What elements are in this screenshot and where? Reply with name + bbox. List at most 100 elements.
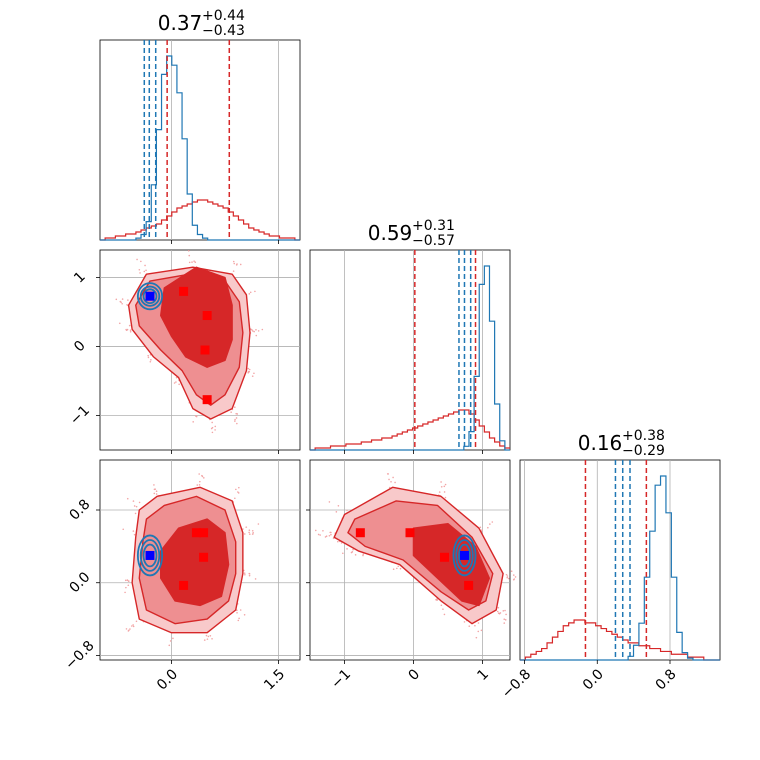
marker-2: [199, 528, 209, 538]
scatter-dot: [129, 628, 131, 630]
scatter-dot: [132, 625, 135, 628]
scatter-dot: [249, 291, 252, 294]
scatter-dot: [352, 548, 354, 551]
scatter-dot: [444, 483, 447, 486]
scatter-dot: [210, 427, 213, 430]
tick-label-x-2-1: 0.0: [580, 666, 607, 693]
scatter-dot: [502, 610, 505, 612]
tick-label-x-2-0: −0.8: [499, 666, 534, 701]
scatter-dot: [505, 573, 508, 576]
scatter-dot: [230, 411, 232, 413]
scatter-dot: [505, 613, 507, 616]
scatter-dot: [340, 542, 343, 544]
scatter-dot: [329, 531, 332, 534]
scatter-dot: [474, 624, 476, 627]
scatter-dot: [147, 356, 150, 359]
marker-2: [202, 311, 212, 321]
scatter-dot: [362, 554, 364, 557]
scatter-dot: [127, 580, 130, 583]
scatter-dot: [144, 264, 146, 267]
scatter-dot: [238, 486, 240, 489]
scatter-dot: [125, 328, 127, 331]
scatter-dot: [211, 421, 213, 424]
scatter-dot: [169, 640, 172, 642]
marker-1: [355, 528, 365, 538]
diagonal-panel-3-frame: [519, 459, 721, 661]
scatter-dot: [125, 586, 127, 589]
scatter-dot: [328, 534, 331, 537]
scatter-dot: [498, 612, 501, 615]
marker-3: [200, 345, 210, 355]
marker-1: [179, 286, 189, 296]
diagonal-panel-2: [309, 249, 511, 451]
scatter-dot: [115, 298, 118, 301]
scatter-dot: [248, 368, 251, 371]
scatter-dot: [255, 328, 257, 331]
scatter-dot: [443, 613, 446, 616]
scatter-dot: [257, 330, 260, 332]
scatter-dot: [205, 634, 208, 637]
tick-label-x-1-0: −1: [328, 666, 354, 692]
scatter-dot: [119, 300, 122, 303]
scatter-dot: [253, 330, 255, 333]
panel-title-plus-3: +0.38: [622, 428, 665, 444]
scatter-dot: [335, 511, 338, 513]
scatter-dot: [248, 531, 250, 534]
scatter-dot: [314, 529, 317, 532]
scatter-dot: [209, 634, 212, 637]
scatter-dot: [207, 635, 210, 638]
scatter-dot: [248, 293, 251, 295]
scatter-dot: [238, 617, 240, 620]
scatter-dot: [145, 269, 147, 272]
marker-2: [405, 528, 415, 538]
scatter-dot: [497, 606, 500, 609]
scatter-dot: [442, 608, 444, 610]
scatter-dot: [514, 576, 517, 578]
scatter-dot: [234, 418, 236, 421]
contour-narrow-2: [139, 285, 161, 307]
scatter-dot: [202, 477, 205, 479]
scatter-dot: [390, 480, 392, 483]
scatter-dot: [392, 476, 394, 479]
scatter-dot: [247, 367, 250, 370]
scatter-dot: [232, 260, 235, 263]
scatter-dot: [252, 532, 254, 534]
scatter-dot: [504, 609, 506, 612]
scatter-dot: [135, 620, 138, 623]
scatter-dot: [506, 575, 509, 577]
scatter-dot: [149, 360, 152, 363]
scatter-dot: [118, 322, 121, 325]
scatter-dot: [193, 260, 195, 262]
tick-label-y-2-0: −0.8: [62, 638, 97, 673]
scatter-dot: [477, 622, 480, 624]
scatter-dot: [245, 526, 248, 528]
scatter-dot: [127, 299, 129, 301]
scatter-dot: [487, 526, 489, 529]
tick-label-x-1-2: 1: [474, 666, 492, 684]
scatter-dot: [138, 501, 141, 504]
scatter-dot: [503, 622, 506, 624]
tick-label-x-1-1: 0: [405, 666, 423, 684]
panel-title-plus-2: +0.31: [412, 218, 455, 234]
scatter-dot: [139, 272, 141, 274]
scatter-dot: [129, 329, 132, 331]
scatter-dot: [394, 481, 396, 484]
scatter-dot: [147, 354, 149, 357]
scatter-dot: [248, 533, 251, 535]
panel-title-plus-1: +0.44: [202, 8, 245, 24]
scatter-dot: [506, 576, 509, 579]
scatter-dot: [237, 619, 240, 622]
scatter-dot: [122, 528, 125, 531]
scatter-dot: [194, 414, 197, 417]
scatter-dot: [440, 486, 443, 488]
truth-marker: [459, 550, 469, 560]
scatter-dot: [480, 629, 483, 632]
scatter-dot: [125, 628, 128, 630]
scatter-dot: [443, 485, 446, 488]
contour-narrow-3: [452, 534, 477, 577]
scatter-dot: [319, 534, 321, 536]
scatter-dot: [443, 491, 446, 493]
diagonal-panel-1-frame: [99, 39, 301, 241]
tick-label-x-0-1: 1.5: [261, 666, 288, 693]
scatter-dot: [172, 637, 174, 640]
